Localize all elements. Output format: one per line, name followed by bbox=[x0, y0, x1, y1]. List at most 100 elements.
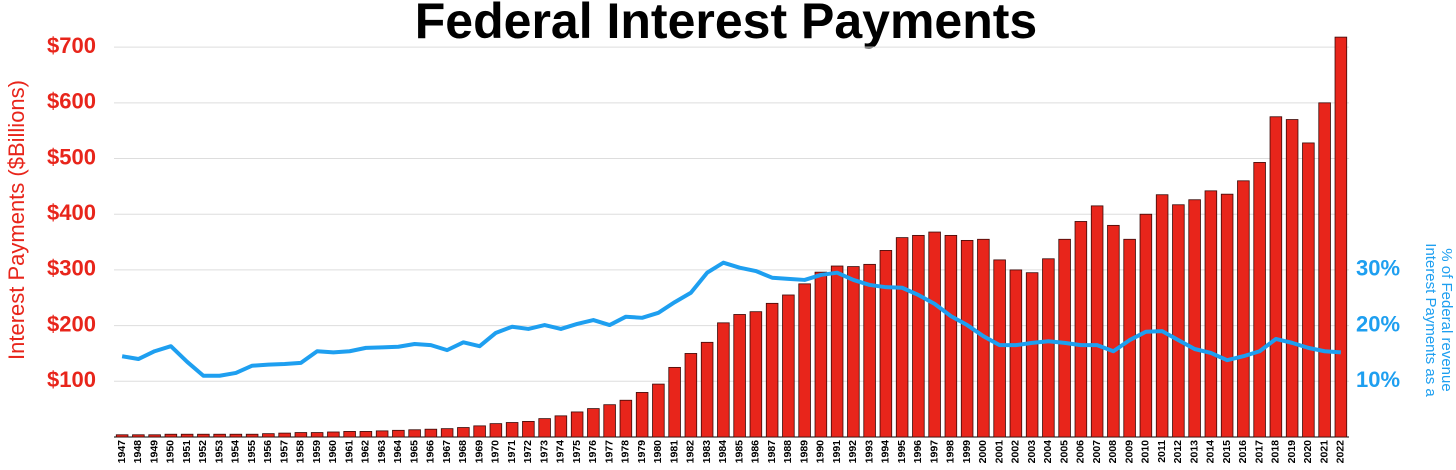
chart-title: Federal Interest Payments bbox=[415, 0, 1038, 49]
bar bbox=[912, 234, 925, 438]
bar bbox=[928, 231, 941, 438]
x-tick-label: 1969 bbox=[473, 440, 485, 464]
bar bbox=[1204, 190, 1218, 438]
x-tick-label: 1964 bbox=[392, 440, 404, 464]
bar bbox=[635, 392, 649, 438]
x-tick-label: 1951 bbox=[181, 440, 193, 464]
x-tick-label: 1973 bbox=[538, 440, 550, 464]
x-tick-label: 1974 bbox=[555, 440, 567, 464]
bar bbox=[440, 428, 454, 438]
x-tick-label: 1977 bbox=[603, 440, 615, 464]
bar bbox=[863, 263, 876, 438]
bar bbox=[717, 322, 730, 438]
y2-axis-label: % of Federal revenue bbox=[1438, 248, 1455, 391]
x-tick-label: 2018 bbox=[1270, 440, 1282, 464]
bar bbox=[1237, 180, 1250, 438]
bar bbox=[830, 265, 844, 438]
x-tick-label: 1992 bbox=[847, 440, 859, 464]
bar bbox=[1318, 102, 1331, 438]
x-tick-label: 1999 bbox=[961, 440, 973, 464]
x-tick-label: 1971 bbox=[506, 440, 518, 464]
bar bbox=[554, 415, 568, 438]
bar bbox=[359, 431, 373, 438]
bar bbox=[1139, 213, 1153, 438]
bar bbox=[180, 433, 194, 438]
x-tick-label: 2006 bbox=[1075, 440, 1087, 464]
bar bbox=[879, 250, 893, 438]
x-tick-label: 1972 bbox=[522, 440, 534, 464]
bar bbox=[375, 430, 389, 438]
bar bbox=[684, 353, 698, 438]
bar bbox=[1172, 204, 1185, 438]
bar bbox=[993, 259, 1006, 438]
y-tick-label: $100 bbox=[47, 367, 96, 392]
bar bbox=[1220, 193, 1234, 438]
x-tick-label: 1960 bbox=[327, 440, 339, 464]
x-tick-label: 1966 bbox=[425, 440, 437, 464]
bar bbox=[1107, 224, 1120, 438]
bar bbox=[733, 314, 746, 438]
x-tick-label: 2009 bbox=[1123, 440, 1135, 464]
x-tick-label: 1961 bbox=[343, 440, 355, 464]
x-tick-label: 1957 bbox=[278, 440, 290, 464]
bar bbox=[1058, 238, 1071, 438]
bar bbox=[1074, 221, 1088, 438]
x-tick-label: 2014 bbox=[1205, 440, 1217, 464]
x-tick-label: 1952 bbox=[197, 440, 209, 464]
bar bbox=[294, 432, 308, 438]
bar bbox=[343, 431, 356, 438]
bar bbox=[619, 399, 633, 438]
x-tick-label: 1998 bbox=[945, 440, 957, 464]
x-tick-label: 1989 bbox=[798, 440, 810, 464]
bar bbox=[278, 432, 291, 438]
x-tick-label: 2001 bbox=[993, 440, 1005, 464]
x-tick-label: 1965 bbox=[408, 440, 420, 464]
x-tick-label: 1988 bbox=[782, 440, 794, 464]
x-tick-label: 1981 bbox=[668, 440, 680, 464]
bar bbox=[652, 383, 665, 438]
x-tick-label: 1948 bbox=[132, 440, 144, 464]
x-tick-label: 1947 bbox=[116, 440, 128, 464]
bar bbox=[1155, 194, 1169, 438]
bar bbox=[1009, 269, 1023, 438]
bar bbox=[392, 429, 405, 438]
bar bbox=[798, 283, 811, 438]
x-tick-label: 1950 bbox=[165, 440, 177, 464]
bar bbox=[847, 266, 860, 438]
x-tick-label: 1979 bbox=[636, 440, 648, 464]
y2-tick-label: 30% bbox=[1356, 256, 1400, 281]
bar bbox=[522, 421, 535, 438]
x-tick-label: 2007 bbox=[1091, 440, 1103, 464]
x-tick-label: 2000 bbox=[977, 440, 989, 464]
bar bbox=[668, 366, 681, 438]
x-tick-label: 1968 bbox=[457, 440, 469, 464]
x-tick-label: 1976 bbox=[587, 440, 599, 464]
bar bbox=[327, 431, 340, 438]
x-tick-label: 2013 bbox=[1188, 440, 1200, 464]
x-tick-label: 1986 bbox=[750, 440, 762, 464]
bar bbox=[814, 271, 828, 438]
x-tick-label: 2020 bbox=[1302, 440, 1314, 464]
bar bbox=[570, 411, 584, 438]
x-tick-label: 1958 bbox=[295, 440, 307, 464]
x-tick-label: 1978 bbox=[620, 440, 632, 464]
x-tick-label: 2010 bbox=[1140, 440, 1152, 464]
x-tick-label: 1991 bbox=[831, 440, 843, 464]
x-tick-label: 2022 bbox=[1335, 440, 1347, 464]
bar bbox=[424, 428, 438, 438]
x-tick-label: 1985 bbox=[733, 440, 745, 464]
y-tick-label: $600 bbox=[47, 89, 96, 114]
x-tick-label: 1955 bbox=[246, 440, 258, 464]
bar bbox=[1334, 36, 1348, 438]
x-tick-label: 1984 bbox=[717, 440, 729, 464]
y-tick-label: $300 bbox=[47, 256, 96, 281]
x-tick-label: 1953 bbox=[213, 440, 225, 464]
bar bbox=[310, 432, 324, 438]
bar bbox=[700, 341, 714, 438]
x-tick-label: 2003 bbox=[1026, 440, 1038, 464]
x-tick-label: 1982 bbox=[685, 440, 697, 464]
bar bbox=[538, 418, 551, 438]
bar bbox=[197, 433, 210, 438]
bar bbox=[587, 408, 600, 438]
bar bbox=[164, 433, 178, 438]
